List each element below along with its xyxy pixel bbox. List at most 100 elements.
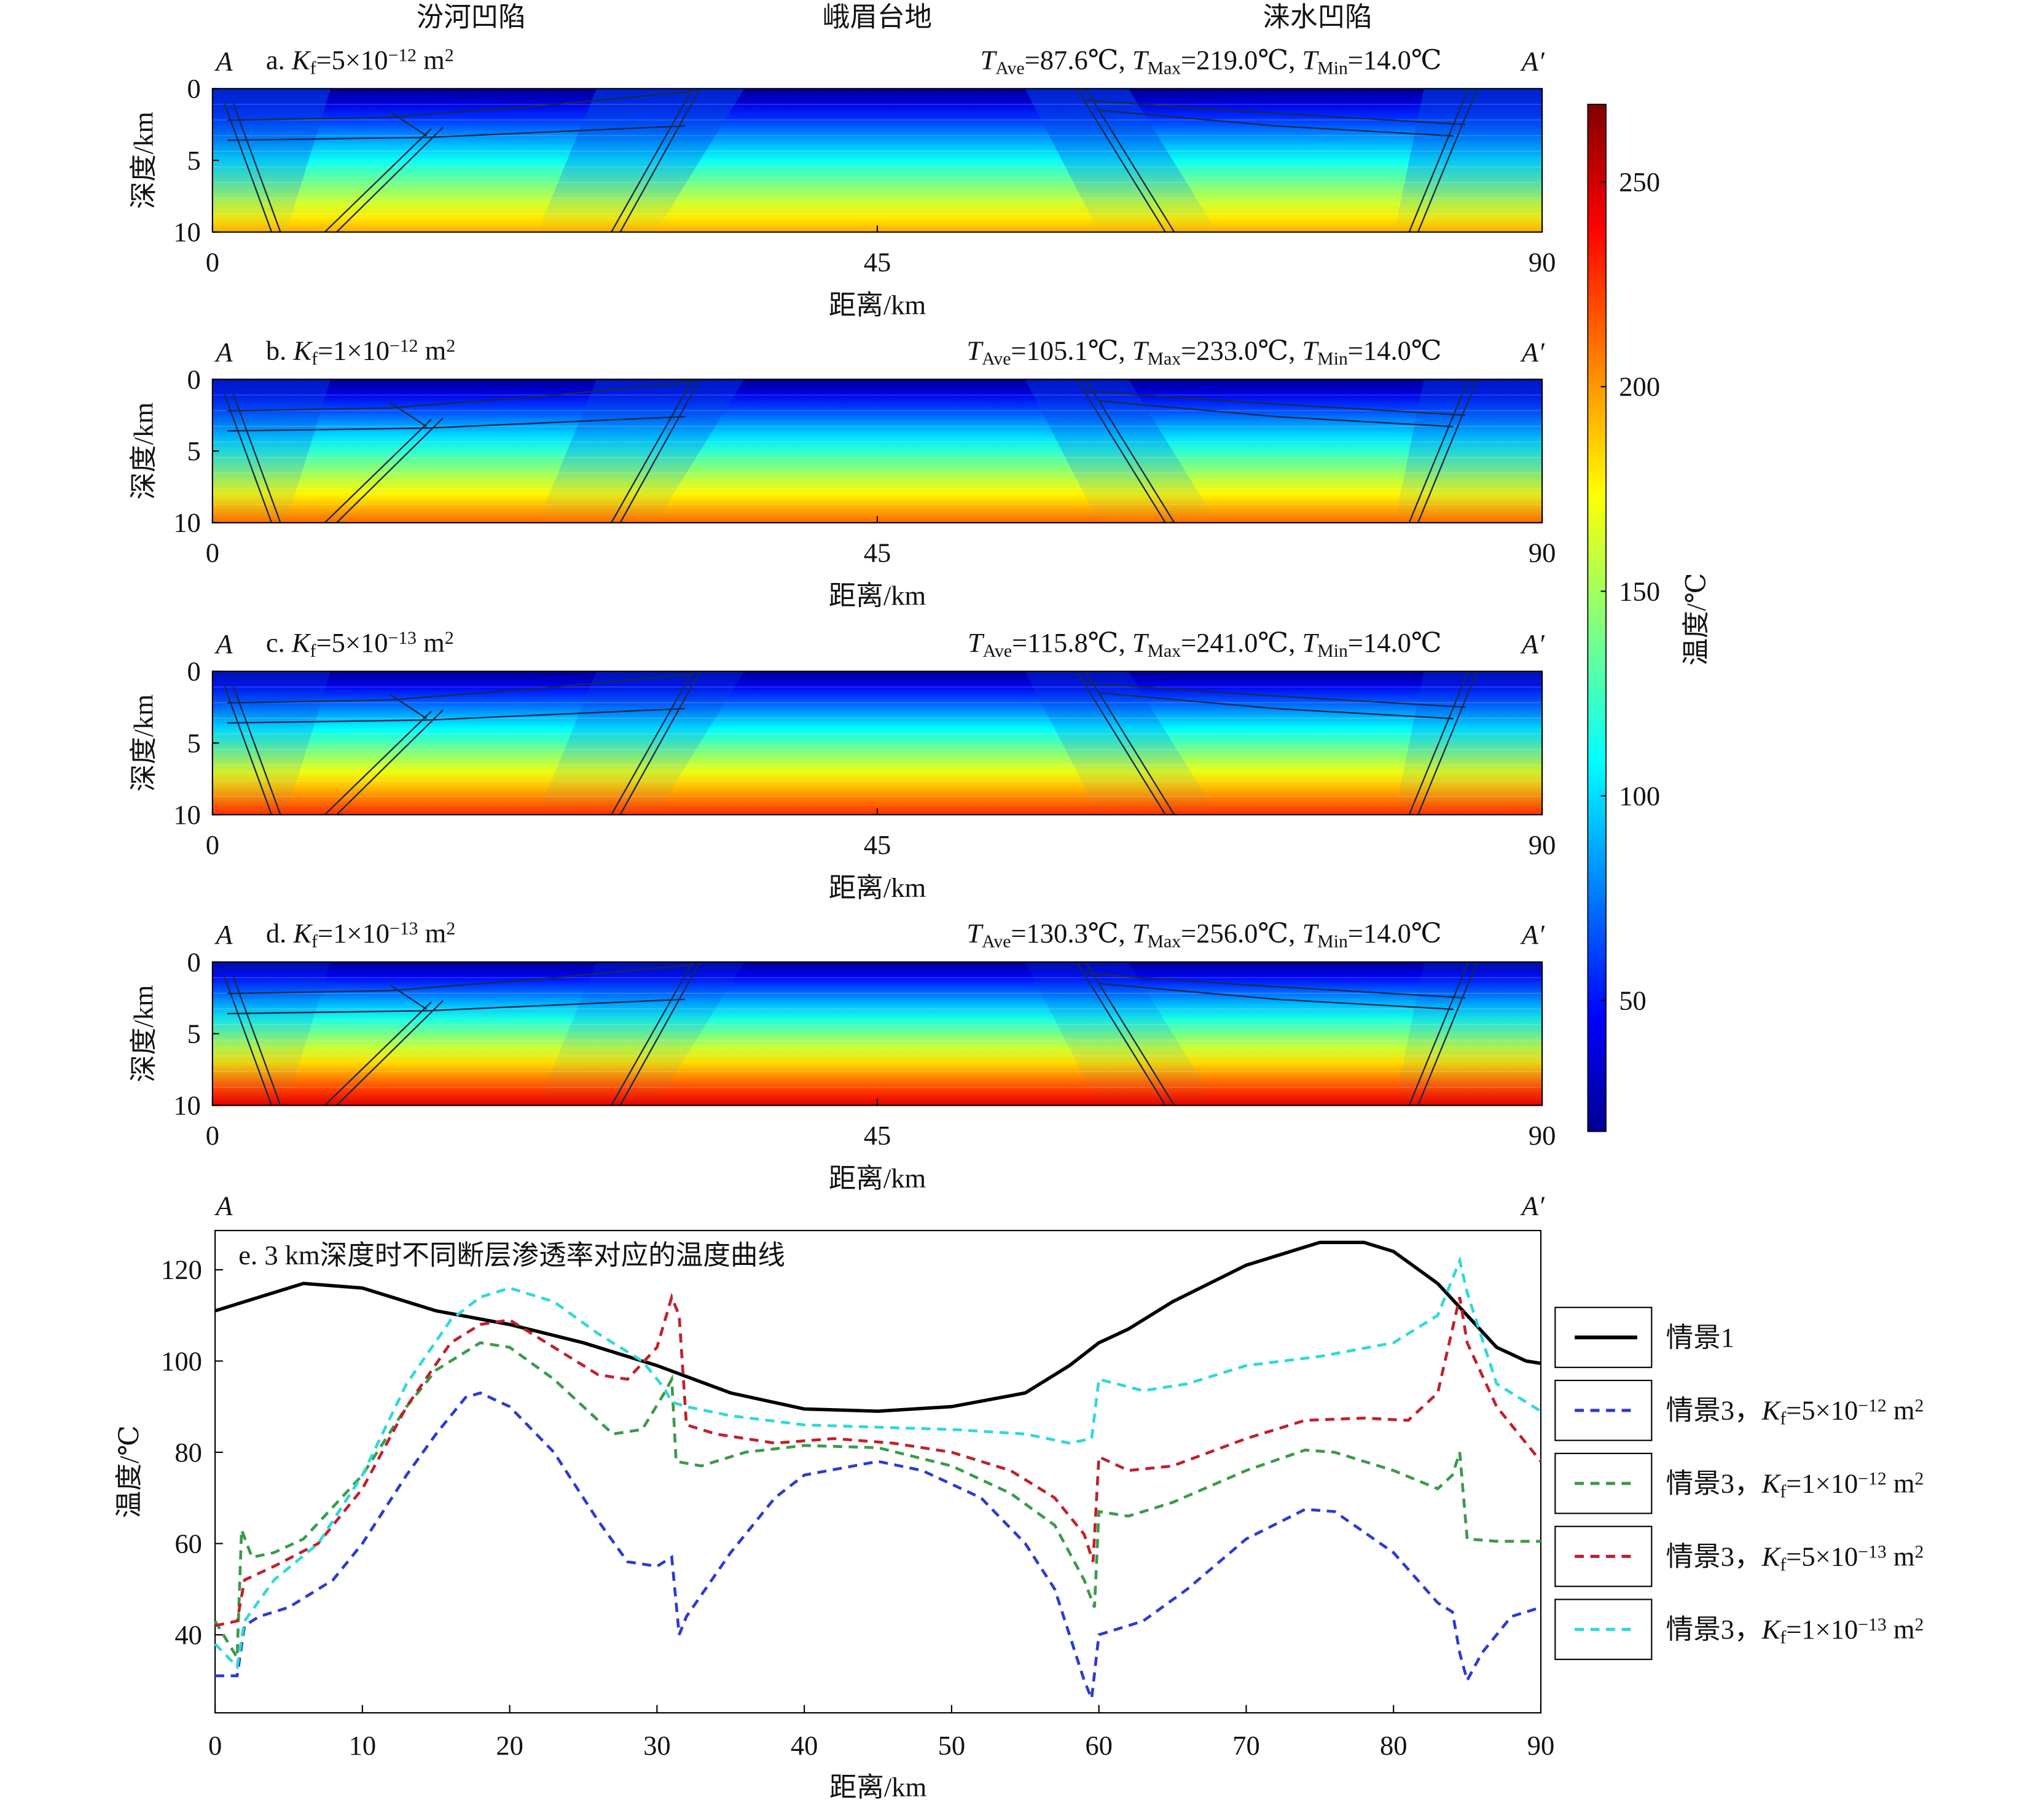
text-run: −13 <box>1858 1542 1886 1562</box>
x-axis-label: 距离/km <box>829 581 926 611</box>
x-tick-label: 45 <box>864 1120 891 1151</box>
y-axis-label: 温度/℃ <box>114 1425 144 1518</box>
cool-zone <box>1394 88 1543 232</box>
panel-stats: TAve=130.3℃, TMax=256.0℃, TMin=14.0℃ <box>966 918 1441 952</box>
text-run: d. <box>266 918 294 949</box>
text-run: 2 <box>445 45 454 65</box>
y-tick-label: 120 <box>161 1254 202 1285</box>
series-line <box>215 1391 1541 1699</box>
y-tick-label: 10 <box>173 507 201 538</box>
section-start: A <box>214 628 233 659</box>
fault-line <box>232 103 281 233</box>
text-run: T <box>1132 44 1149 75</box>
y-tick-label: 10 <box>173 217 201 248</box>
text-run: T <box>1302 918 1320 949</box>
fault-line <box>1084 682 1466 708</box>
x-axis-label: 距离/km <box>829 289 926 320</box>
text-run: =5×10 <box>316 627 388 658</box>
chart-title: e. 3 km深度时不同断层渗透率对应的温度曲线 <box>238 1240 785 1270</box>
colorbar <box>1587 103 1607 1132</box>
fault-line <box>223 976 273 1106</box>
panel-stats: TAve=105.1℃, TMax=233.0℃, TMin=14.0℃ <box>966 335 1441 369</box>
legend-label: 情景3，Kf=1×10−13 m2 <box>1666 1614 1924 1648</box>
colorbar-tick-label: 250 <box>1619 166 1660 197</box>
text-run: Min <box>1317 932 1348 952</box>
y-tick-label: 0 <box>187 364 200 394</box>
fault-line <box>611 961 694 1106</box>
text-run: Max <box>1148 932 1181 952</box>
x-axis-label: 距离/km <box>829 872 926 903</box>
fault-line <box>1076 378 1166 523</box>
text-run: T <box>1302 44 1320 75</box>
fault-line <box>227 708 686 724</box>
cool-zone <box>537 671 745 815</box>
x-tick-label: 45 <box>864 829 891 860</box>
y-tick-label: 60 <box>174 1528 202 1559</box>
text-run: 2 <box>1915 1615 1924 1635</box>
text-run: 2 <box>445 628 454 648</box>
cool-zone <box>212 379 331 523</box>
x-tick-label: 50 <box>938 1730 966 1761</box>
text-run: T <box>966 918 984 949</box>
text-run: K <box>291 44 311 75</box>
fault-line <box>232 393 281 523</box>
text-run: =1×10 <box>1786 1614 1858 1645</box>
text-run: T <box>1302 627 1320 658</box>
x-tick-label: 80 <box>1380 1730 1408 1761</box>
fault-line <box>1085 671 1175 815</box>
legend-box <box>1554 1379 1653 1441</box>
text-run: f <box>310 641 316 660</box>
text-run: K <box>292 918 313 949</box>
text-run: =14.0℃ <box>1348 627 1442 658</box>
text-run: Max <box>1148 349 1181 369</box>
text-run: −13 <box>388 628 417 648</box>
text-run: m <box>417 44 445 75</box>
text-run: Ave <box>982 349 1011 369</box>
x-tick-label: 60 <box>1085 1730 1113 1761</box>
fault-line <box>1084 389 1466 416</box>
text-run: −12 <box>1858 1469 1886 1489</box>
fault-line <box>389 694 428 719</box>
text-run: f <box>1780 1555 1786 1575</box>
legend-label: 情景3，Kf=1×10−12 m2 <box>1666 1468 1924 1501</box>
fault-line <box>324 711 432 815</box>
text-run: T <box>1132 335 1149 366</box>
x-tick-label: 45 <box>864 246 891 277</box>
fault-line <box>227 415 686 432</box>
y-tick-label: 5 <box>187 1018 200 1049</box>
panel-stats: TAve=87.6℃, TMax=219.0℃, TMin=14.0℃ <box>981 44 1442 78</box>
y-tick-label: 80 <box>174 1437 202 1468</box>
text-run: =105.1℃, <box>1011 335 1132 366</box>
fault-line <box>223 393 273 523</box>
text-run: −12 <box>390 336 418 356</box>
cool-zone <box>212 671 331 815</box>
temperature-field <box>212 379 1543 523</box>
fault-line <box>611 671 694 815</box>
fault-line <box>1076 671 1166 815</box>
text-run: =14.0℃ <box>1348 335 1442 366</box>
text-run: =115.8℃, <box>1012 627 1132 658</box>
fault-line <box>1417 88 1478 233</box>
y-tick-label: 10 <box>173 1090 201 1121</box>
legend-label: 情景3，Kf=5×10−12 m2 <box>1666 1395 1924 1429</box>
fault-line <box>324 418 432 523</box>
text-run: =1×10 <box>318 918 390 949</box>
text-run: m <box>1887 1541 1915 1571</box>
x-axis-label: 距离/km <box>829 1772 926 1802</box>
fault-line <box>389 401 428 428</box>
series-line <box>214 1240 1541 1413</box>
fault-line <box>1076 88 1166 233</box>
text-run: m <box>1887 1614 1915 1645</box>
text-run: m <box>418 335 447 366</box>
text-run: 2 <box>1915 1396 1924 1415</box>
fault-line <box>1085 961 1175 1106</box>
series-line <box>214 1256 1542 1670</box>
fault-line <box>1408 88 1469 233</box>
y-axis-label: 深度/km <box>128 985 159 1082</box>
colorbar-tick-label: 50 <box>1619 985 1647 1016</box>
y-tick-label: 5 <box>187 145 200 176</box>
text-run: =130.3℃, <box>1011 918 1132 949</box>
fault-line <box>1098 400 1454 428</box>
text-run: f <box>1780 1409 1786 1428</box>
